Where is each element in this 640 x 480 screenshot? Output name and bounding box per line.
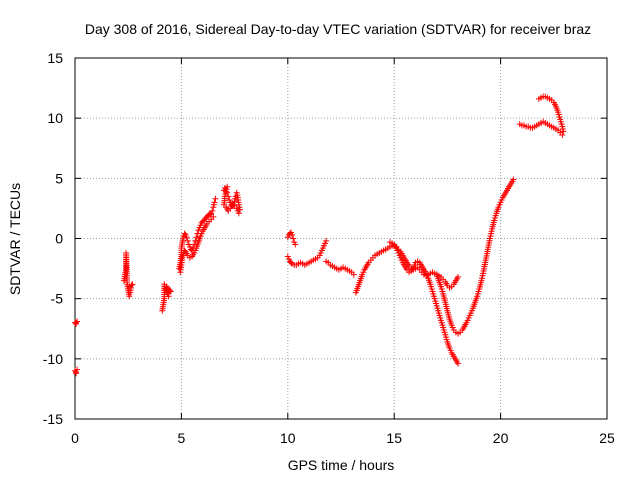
data-point <box>290 235 297 242</box>
data-point <box>560 128 567 135</box>
y-tick-label: -10 <box>43 351 63 367</box>
x-tick-label: 20 <box>493 430 509 446</box>
data-point <box>212 195 219 202</box>
point-layer <box>72 93 567 377</box>
y-tick-label: 15 <box>47 50 63 66</box>
y-tick-label: -15 <box>43 411 63 427</box>
chart-title: Day 308 of 2016, Sidereal Day-to-day VTE… <box>85 21 591 37</box>
data-point <box>74 318 81 325</box>
y-tick-label: 0 <box>55 231 63 247</box>
y-tick-label: -5 <box>51 291 64 307</box>
data-point <box>183 234 190 241</box>
data-point <box>207 211 214 218</box>
x-tick-label: 10 <box>280 430 296 446</box>
y-axis-label: SDTVAR / TECUs <box>7 183 23 295</box>
data-point <box>74 366 81 373</box>
y-tick-label: 10 <box>47 110 63 126</box>
data-point <box>126 283 133 290</box>
data-point <box>224 183 231 190</box>
data-point <box>193 234 200 241</box>
data-point <box>287 259 294 266</box>
data-point <box>455 360 462 367</box>
data-point <box>289 231 296 238</box>
x-tick-label: 0 <box>71 430 79 446</box>
x-tick-label: 15 <box>386 430 402 446</box>
data-point <box>211 199 218 206</box>
data-point <box>292 241 299 248</box>
data-point <box>559 132 566 139</box>
data-point <box>210 213 217 220</box>
data-point <box>455 274 462 281</box>
data-point <box>165 293 172 300</box>
data-point <box>126 293 133 300</box>
data-point <box>73 370 80 377</box>
data-point <box>209 207 216 214</box>
data-point <box>184 237 191 244</box>
data-point <box>73 319 80 326</box>
x-tick-label: 5 <box>178 430 186 446</box>
data-point <box>181 247 188 254</box>
data-point <box>129 281 136 288</box>
tick-layer: 0 5 10 15 20 25 -15 -10 -5 0 5 10 15 <box>43 50 615 446</box>
plot-frame <box>74 57 608 420</box>
data-point <box>181 230 188 237</box>
y-tick-label: 5 <box>55 170 63 186</box>
grid-layer <box>75 58 607 419</box>
x-tick-label: 25 <box>599 430 615 446</box>
data-point <box>323 237 330 244</box>
x-axis-label: GPS time / hours <box>288 457 395 473</box>
data-point <box>350 271 357 278</box>
data-point <box>192 237 199 244</box>
data-point <box>510 176 517 183</box>
